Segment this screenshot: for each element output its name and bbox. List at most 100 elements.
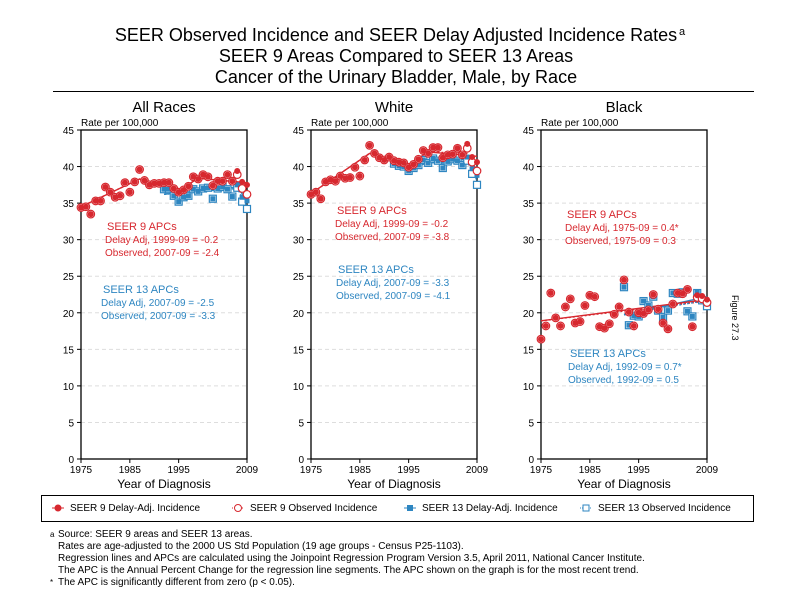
point-seer9-delay [640, 310, 647, 317]
y-tick-label: 25 [63, 272, 75, 283]
point-seer13-delay [229, 194, 235, 200]
point-seer9-delay [459, 151, 466, 158]
point-seer13-delay [200, 185, 206, 191]
point-seer9-delay [616, 303, 623, 310]
point-seer9-delay [327, 176, 334, 183]
y-tick-label: 5 [298, 418, 304, 429]
x-tick-label: 1995 [628, 465, 651, 476]
point-seer9-delay [660, 320, 667, 327]
y-tick-label: 10 [523, 382, 535, 393]
point-seer9-delay [97, 197, 104, 204]
point-seer9-delay [234, 167, 241, 174]
point-seer9-delay [415, 156, 422, 163]
point-seer9-delay [395, 159, 402, 166]
apc-annotation-seer9: Delay Adj, 1999-09 = -0.2 [105, 235, 219, 246]
point-seer13-delay [176, 199, 182, 205]
filled-circle-marker-icon [52, 504, 64, 512]
point-seer9-delay [312, 189, 319, 196]
point-seer13-delay [454, 158, 460, 164]
point-seer9-delay [386, 154, 393, 161]
point-seer13-delay [440, 165, 446, 171]
point-seer9-delay [679, 290, 686, 297]
point-seer9-delay [146, 181, 153, 188]
point-seer9-delay [308, 191, 314, 198]
point-seer9-delay [224, 171, 231, 178]
footnotes: a Source: SEER 9 areas and SEER 13 areas… [50, 529, 645, 589]
point-seer9-delay [244, 181, 250, 188]
point-seer13-observed [242, 204, 252, 214]
apc-annotation-seer9: SEER 9 APCs [107, 221, 177, 233]
legend-item-seer13-delay: SEER 13 Delay-Adj. Incidence [404, 503, 558, 514]
point-seer13-delay [415, 162, 421, 168]
point-seer9-delay [567, 295, 574, 302]
point-seer9-observed [472, 166, 482, 176]
point-seer9-delay [156, 180, 163, 187]
y-tick-label: 30 [293, 236, 305, 247]
point-seer13-delay [626, 322, 632, 328]
legend-label: SEER 9 Delay-Adj. Incidence [70, 503, 201, 514]
y-tick-label: 35 [63, 199, 75, 210]
point-seer9-delay [342, 175, 349, 182]
point-seer9-delay [434, 144, 441, 151]
y-tick-label: 20 [293, 309, 305, 320]
open-square-marker-icon [580, 504, 592, 512]
y-tick-label: 15 [523, 345, 535, 356]
apc-annotation-seer13: SEER 13 APCs [570, 348, 646, 360]
point-seer9-delay [102, 184, 109, 191]
y-tick-label: 40 [293, 163, 305, 174]
panel-title: White [375, 99, 413, 116]
point-seer13-delay [244, 198, 250, 204]
point-seer9-delay [547, 290, 554, 297]
point-seer9-delay [361, 156, 368, 163]
point-seer9-delay [552, 314, 559, 321]
point-seer9-delay [664, 325, 671, 332]
point-seer9-delay [381, 156, 388, 163]
point-seer9-delay [444, 151, 451, 158]
point-seer9-delay [317, 195, 324, 202]
point-seer9-delay [219, 178, 226, 185]
legend-item-seer9-delay: SEER 9 Delay-Adj. Incidence [52, 503, 200, 514]
point-seer9-delay [351, 164, 358, 171]
apc-annotation-seer9: Observed, 2007-09 = -3.8 [335, 232, 450, 243]
point-seer9-delay [121, 179, 128, 186]
point-seer9-delay [229, 178, 236, 185]
point-seer9-delay [635, 309, 642, 316]
point-seer9-delay [165, 179, 172, 186]
point-seer9-delay [126, 189, 133, 196]
title-line-1: SEER Observed Incidence and SEER Delay A… [114, 25, 678, 45]
x-tick-label: 1985 [119, 465, 142, 476]
open-circle-marker-icon [232, 504, 244, 513]
y-axis-label: Rate per 100,000 [311, 118, 389, 129]
title-line-2: SEER 9 Areas Compared to SEER 13 Areas [218, 46, 574, 66]
point-seer13-delay [631, 313, 637, 319]
apc-annotation-seer13: Delay Adj, 1992-09 = 0.7* [568, 362, 682, 373]
point-seer9-delay [694, 292, 701, 299]
plot-frame [310, 129, 478, 460]
point-seer9-delay [209, 182, 216, 189]
point-seer13-delay [215, 185, 221, 191]
point-seer9-delay [625, 309, 632, 316]
y-tick-label: 40 [63, 163, 75, 174]
y-tick-label: 5 [528, 418, 534, 429]
x-tick-label: 2009 [696, 465, 719, 476]
point-seer13-delay [459, 162, 465, 168]
point-seer9-delay [449, 151, 456, 158]
title-divider [53, 91, 754, 92]
point-seer13-delay [166, 186, 172, 192]
point-seer13-delay [224, 186, 230, 192]
point-seer9-delay [606, 320, 613, 327]
plot-frame [80, 129, 248, 460]
y-axis-label: Rate per 100,000 [81, 118, 159, 129]
panel-white: White Rate per 100,000 0 5 10 15 20 25 30 35 40 45 1… [293, 99, 489, 491]
point-seer9-delay [92, 197, 99, 204]
point-seer9-delay [195, 175, 202, 182]
apc-annotation-seer13: Observed, 2007-09 = -3.3 [101, 311, 216, 322]
y-tick-label: 0 [298, 455, 304, 466]
point-seer9-delay [454, 145, 461, 152]
point-seer9-delay [204, 173, 211, 180]
x-axis-label: Year of Diagnosis [347, 477, 441, 491]
point-seer9-delay [611, 311, 618, 318]
point-seer13-delay [239, 194, 245, 200]
point-seer9-delay [170, 185, 177, 192]
legend-label: SEER 13 Delay-Adj. Incidence [422, 503, 558, 514]
